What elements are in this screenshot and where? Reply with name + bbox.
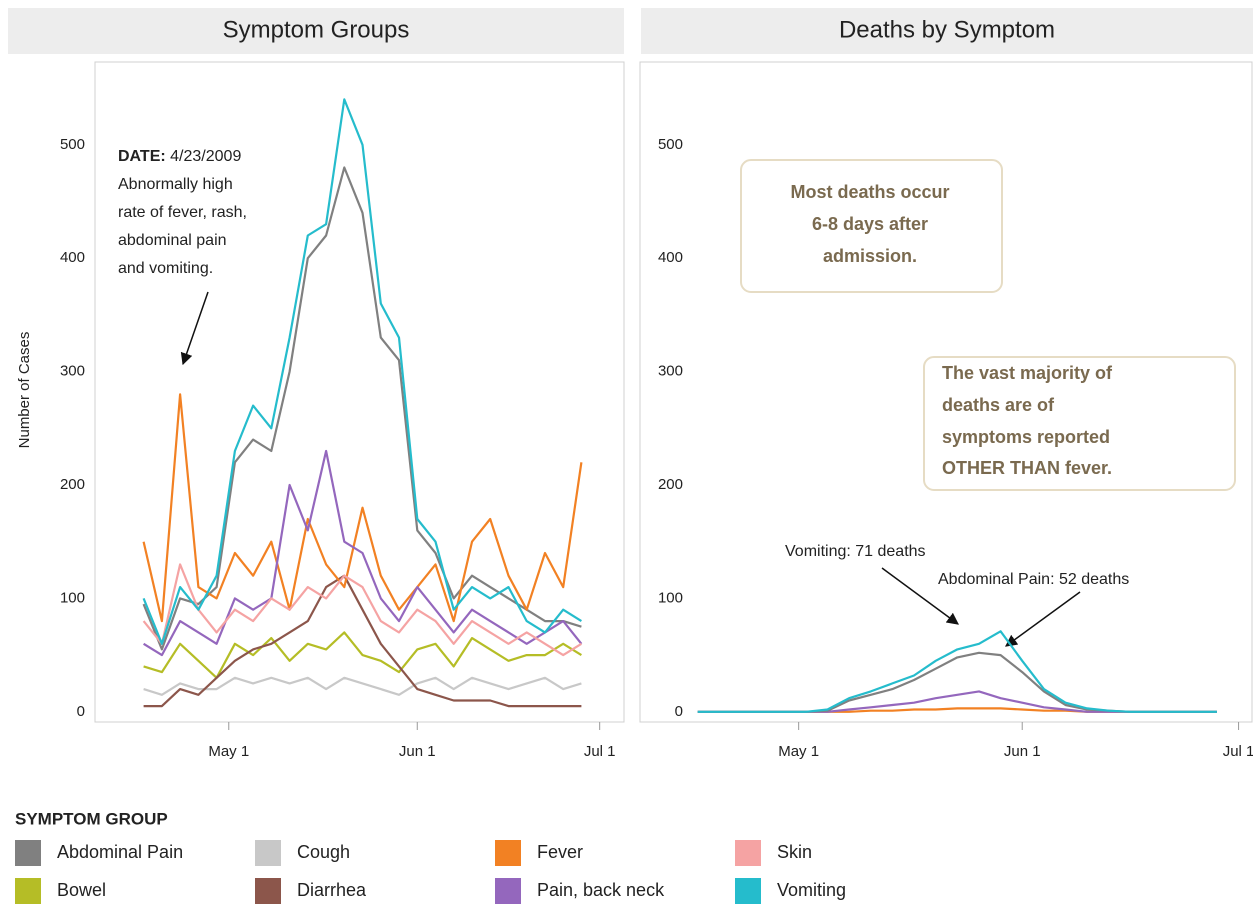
note-text: OTHER THAN fever.	[942, 458, 1112, 478]
y-tick-label: 400	[658, 249, 683, 266]
annotation: abdominal pain	[118, 232, 227, 249]
series-line	[143, 449, 583, 657]
series-line	[143, 574, 582, 708]
legend-label: Diarrhea	[297, 880, 367, 900]
panel-title: Deaths by Symptom	[839, 16, 1055, 43]
x-tick-label: May 1	[208, 743, 249, 760]
y-tick-label: 0	[675, 703, 683, 720]
y-tick-label: 400	[60, 249, 85, 266]
x-tick-label: Jun 1	[399, 743, 436, 760]
annotation: and vomiting.	[118, 260, 213, 277]
x-tick-label: Jun 1	[1004, 743, 1041, 760]
annotation: Abnormally high	[118, 176, 233, 193]
note-text: The vast majority of	[942, 363, 1113, 383]
series-line	[697, 651, 1217, 713]
note-box	[923, 356, 1236, 491]
y-tick-label: 200	[60, 476, 85, 493]
annotation-label: DATE:	[118, 148, 166, 165]
legend-swatch	[255, 840, 281, 866]
annotation-date: 4/23/2009	[170, 148, 241, 165]
y-tick-label: 0	[77, 703, 85, 720]
x-tick-label: Jul 1	[1223, 743, 1253, 760]
callout: Vomiting: 71 deaths	[785, 543, 926, 560]
y-tick-label: 500	[60, 136, 85, 153]
legend-swatch	[15, 840, 41, 866]
plot-frame	[94, 61, 625, 723]
legend-label: Pain, back neck	[537, 880, 665, 900]
x-tick-label: Jul 1	[584, 743, 616, 760]
note-text: 6-8 days after	[812, 214, 928, 234]
x-tick-label: May 1	[778, 743, 819, 760]
legend-label: Vomiting	[777, 880, 846, 900]
arrow	[180, 291, 209, 366]
legend-swatch	[255, 878, 281, 904]
note-text: deaths are of	[942, 395, 1055, 415]
legend-label: Skin	[777, 842, 812, 862]
note-text: symptoms reported	[942, 427, 1110, 447]
note-box	[740, 159, 1003, 293]
series-line	[697, 630, 1217, 713]
legend-swatch	[495, 840, 521, 866]
header-bar	[641, 8, 1253, 54]
legend-label: Fever	[537, 842, 583, 862]
y-tick-label: 300	[658, 363, 683, 380]
legend-label: Cough	[297, 842, 350, 862]
legend-label: Abdominal Pain	[57, 842, 183, 862]
series-line	[142, 393, 583, 623]
header-bar	[8, 8, 624, 54]
note-text: admission.	[823, 246, 917, 266]
y-tick-label: 500	[658, 136, 683, 153]
legend-swatch	[735, 840, 761, 866]
arrow	[881, 567, 959, 625]
y-tick-label: 100	[658, 589, 683, 606]
annotation: DATE: 4/23/2009	[118, 148, 241, 165]
callout: Abdominal Pain: 52 deaths	[938, 571, 1129, 588]
series-line	[142, 98, 582, 645]
arrow	[1005, 591, 1081, 647]
annotation: rate of fever, rash,	[118, 204, 247, 221]
legend-title: SYMPTOM GROUP	[15, 809, 168, 828]
legend-swatch	[15, 878, 41, 904]
legend-swatch	[735, 878, 761, 904]
note-text: Most deaths occur	[790, 182, 949, 202]
y-axis-label: Number of Cases	[16, 332, 33, 449]
series-line	[142, 166, 582, 651]
plot-frame	[639, 61, 1253, 723]
y-tick-label: 300	[60, 363, 85, 380]
series-line	[143, 676, 582, 696]
panel-title: Symptom Groups	[223, 16, 410, 43]
y-tick-label: 200	[658, 476, 683, 493]
legend-label: Bowel	[57, 880, 106, 900]
legend-swatch	[495, 878, 521, 904]
series-line	[142, 563, 582, 657]
y-tick-label: 100	[60, 589, 85, 606]
